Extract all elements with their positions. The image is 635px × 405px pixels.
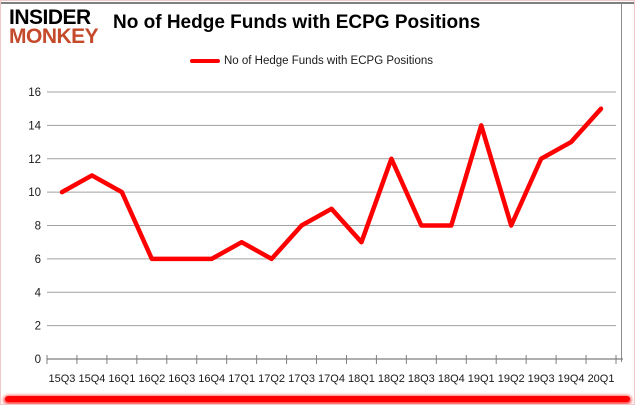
top-border-rule — [1, 2, 634, 4]
svg-text:12: 12 — [28, 154, 41, 166]
logo-line2: MONKEY — [9, 25, 99, 49]
svg-text:18Q2: 18Q2 — [378, 373, 405, 385]
svg-text:17Q4: 17Q4 — [318, 373, 345, 385]
svg-text:16Q2: 16Q2 — [138, 373, 165, 385]
svg-text:15Q3: 15Q3 — [49, 373, 76, 385]
svg-text:19Q1: 19Q1 — [468, 373, 495, 385]
bottom-red-glow — [5, 396, 630, 402]
svg-text:10: 10 — [28, 187, 41, 199]
svg-text:16: 16 — [28, 87, 41, 99]
logo-line1: INSIDER — [9, 6, 91, 29]
svg-text:6: 6 — [35, 254, 41, 266]
svg-text:16Q3: 16Q3 — [168, 373, 195, 385]
chart-legend: No of Hedge Funds with ECPG Positions — [1, 55, 622, 67]
right-border-rule — [621, 3, 622, 362]
svg-text:18Q1: 18Q1 — [348, 373, 375, 385]
svg-text:18Q3: 18Q3 — [408, 373, 435, 385]
svg-text:15Q4: 15Q4 — [78, 373, 105, 385]
legend-line-swatch — [189, 59, 220, 63]
svg-text:14: 14 — [28, 120, 41, 132]
svg-text:20Q1: 20Q1 — [588, 373, 615, 385]
svg-text:2: 2 — [35, 321, 41, 333]
legend-label: No of Hedge Funds with ECPG Positions — [223, 55, 434, 67]
svg-text:0: 0 — [35, 354, 41, 366]
svg-text:17Q2: 17Q2 — [258, 373, 285, 385]
svg-text:18Q4: 18Q4 — [438, 373, 465, 385]
svg-text:19Q4: 19Q4 — [558, 373, 585, 385]
svg-text:17Q1: 17Q1 — [228, 373, 255, 385]
svg-text:4: 4 — [35, 287, 42, 299]
svg-text:16Q4: 16Q4 — [198, 373, 225, 385]
svg-text:16Q1: 16Q1 — [108, 373, 135, 385]
svg-text:19Q3: 19Q3 — [528, 373, 555, 385]
chart-title: No of Hedge Funds with ECPG Positions — [113, 12, 481, 33]
svg-text:19Q2: 19Q2 — [498, 373, 525, 385]
insider-monkey-logo: INSIDER MONKEY — [9, 6, 99, 49]
svg-text:17Q3: 17Q3 — [288, 373, 315, 385]
svg-text:8: 8 — [35, 221, 41, 233]
